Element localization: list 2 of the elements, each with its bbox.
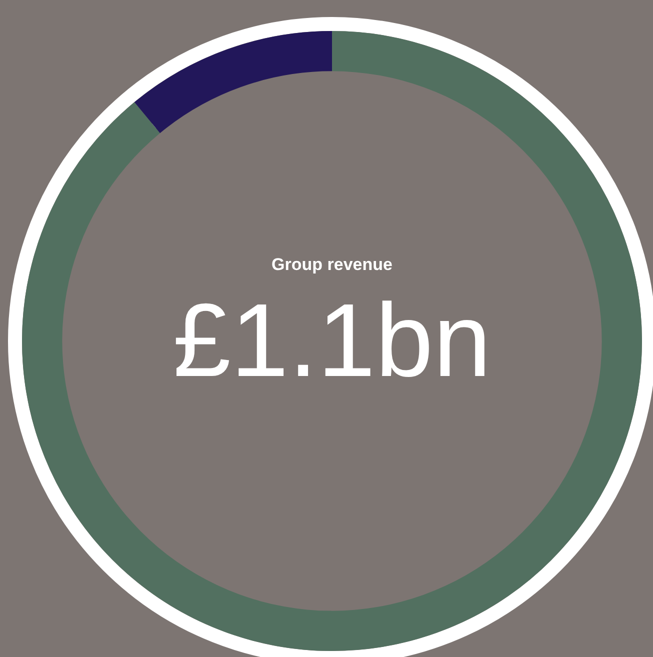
text: Group revenue — [270, 255, 394, 275]
text: £1.1bn — [172, 282, 492, 401]
